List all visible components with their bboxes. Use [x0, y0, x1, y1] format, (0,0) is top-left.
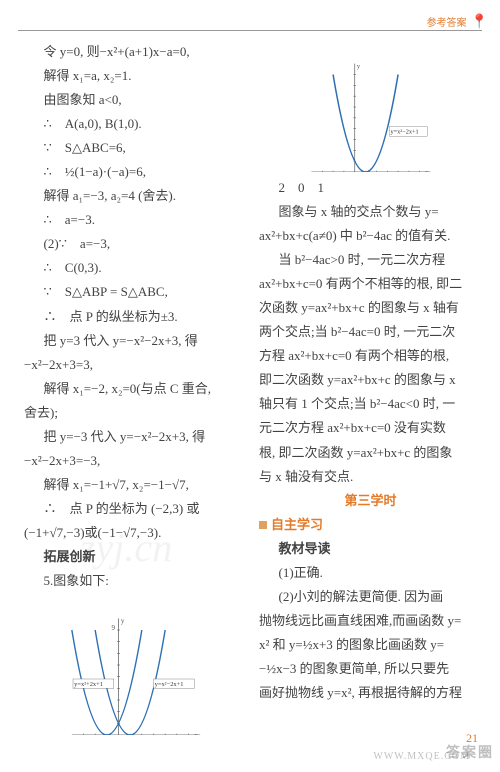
text-line: ∴ 点 P 的纵坐标为±3. — [24, 305, 247, 329]
chart-one-parabola: -3 -2 -1 O 1 2 3 4 5 6 x y y=x²−2x+1 — [291, 42, 451, 172]
text-line: 解得 x₁=−1+√7, x₂=−1−√7, — [24, 473, 247, 497]
svg-text:9: 9 — [111, 624, 115, 632]
text-line: ∴ 点 P 的坐标为 (−2,3) 或 — [24, 497, 247, 521]
text-line: ∴ C(0,3). — [24, 256, 247, 280]
text-line: 把 y=3 代入 y=−x²−2x+3, 得 — [24, 329, 247, 353]
chart-two-parabolas: -3 -2 -1 O 1 2 3 4 5 6 9 x y y=x²−2x+1 y… — [41, 595, 231, 735]
text-line: 把 y=−3 代入 y=−x²−2x+3, 得 — [24, 425, 247, 449]
svg-text:y: y — [356, 63, 360, 70]
text-line: (−1+√7,−3)或(−1−√7,−3). — [24, 521, 247, 545]
text-line: 抛物线远比画直线困难,而画函数 y= — [259, 609, 482, 633]
text-line: −x²−2x+3=3, — [24, 353, 247, 377]
page-body: 令 y=0, 则−x²+(a+1)x−a=0, 解得 x₁=a, x₂=1. 由… — [24, 40, 482, 748]
text-line: 舍去); — [24, 401, 247, 425]
square-icon — [259, 521, 267, 529]
text-line: −x²−2x+3=−3, — [24, 449, 247, 473]
section-expand: 拓展创新 — [24, 545, 247, 569]
text-line: 根, 即二次函数 y=ax²+bx+c 的图象 — [259, 441, 482, 465]
text-line: x² 和 y=½x+3 的图象比画函数 y= — [259, 633, 482, 657]
text-line: 5.图象如下: — [24, 569, 247, 593]
text-line: ∴ ½(1−a)·(−a)=6, — [24, 160, 247, 184]
text-line: 图象与 x 轴的交点个数与 y= — [259, 200, 482, 224]
text-line: ∴ a=−3. — [24, 208, 247, 232]
svg-text:y: y — [120, 617, 124, 625]
chart2-label1: y=x²−2x+1 — [154, 681, 183, 688]
school-icon: 📍 — [471, 10, 488, 37]
text-line: ∵ S△ABP = S△ABC, — [24, 280, 247, 304]
text-line: ∴ A(a,0), B(1,0). — [24, 112, 247, 136]
text-line: 解得 x₁=a, x₂=1. — [24, 64, 247, 88]
self-study-label: 自主学习 — [271, 517, 323, 532]
text-line: 与 x 轴没有交点. — [259, 465, 482, 489]
text-line: 轴只有 1 个交点;当 b²−4ac<0 时, 一 — [259, 392, 482, 416]
svg-text:x: x — [425, 169, 429, 172]
page-header: 参考答案 📍 — [427, 10, 488, 37]
text-line: 由图象知 a<0, — [24, 88, 247, 112]
num-row: 2 0 1 — [259, 176, 482, 200]
self-study: 自主学习 — [259, 513, 482, 537]
text-line: 解得 x₁=−2, x₂=0(与点 C 重合, — [24, 377, 247, 401]
text-line: 两个交点;当 b²−4ac=0 时, 一元二次 — [259, 320, 482, 344]
text-line: (1)正确. — [259, 561, 482, 585]
text-line: (2)∵ a=−3, — [24, 232, 247, 256]
lesson-title: 第三学时 — [259, 489, 482, 513]
text-line: (2)小刘的解法更简便. 因为画 — [259, 585, 482, 609]
text-line: 方程 ax²+bx+c=0 有两个相等的根, — [259, 344, 482, 368]
text-line: 解得 a₁=−3, a₂=4 (舍去). — [24, 184, 247, 208]
header-rule — [18, 30, 482, 31]
text-line: 画好抛物线 y=x², 再根据待解的方程 — [259, 681, 482, 705]
text-line: 次函数 y=ax²+bx+c 的图象与 x 轴有 — [259, 296, 482, 320]
text-line: ax²+bx+c=0 有两个不相等的根, 即二 — [259, 272, 482, 296]
text-line: 令 y=0, 则−x²+(a+1)x−a=0, — [24, 40, 247, 64]
watermark-url: WWW.MXQE.COM — [373, 747, 470, 766]
guide-label: 教材导读 — [259, 537, 482, 561]
text-line: −½x−3 的图象更简单, 所以只要先 — [259, 657, 482, 681]
text-line: ax²+bx+c(a≠0) 中 b²−4ac 的值有关. — [259, 224, 482, 248]
text-line: 元二次方程 ax²+bx+c=0 没有实数 — [259, 416, 482, 440]
chart2-label2: y=x²+2x+1 — [74, 681, 103, 688]
left-column: 令 y=0, 则−x²+(a+1)x−a=0, 解得 x₁=a, x₂=1. 由… — [24, 40, 247, 748]
text-line: 即二次函数 y=ax²+bx+c 的图象与 x — [259, 368, 482, 392]
chart1-label: y=x²−2x+1 — [390, 129, 418, 136]
svg-text:x: x — [194, 731, 198, 735]
text-line: 当 b²−4ac>0 时, 一元二次方程 — [259, 248, 482, 272]
right-column: -3 -2 -1 O 1 2 3 4 5 6 x y y=x²−2x+1 2 0… — [259, 40, 482, 748]
text-line: ∵ S△ABC=6, — [24, 136, 247, 160]
